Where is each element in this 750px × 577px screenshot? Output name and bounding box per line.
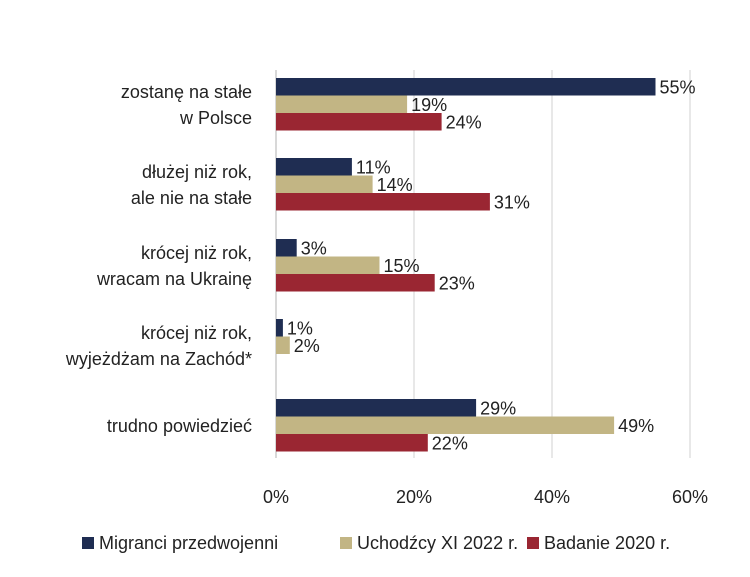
bar — [276, 434, 428, 452]
bar — [276, 193, 490, 211]
legend-swatch — [340, 537, 352, 549]
x-tick-label: 0% — [263, 487, 289, 507]
category-label: wracam na Ukrainę — [96, 269, 252, 289]
data-label: 15% — [384, 256, 420, 276]
data-label: 3% — [301, 238, 327, 258]
legend: Migranci przedwojenni Uchodźcy XI 2022 r.… — [82, 533, 670, 553]
x-tick-label: 20% — [396, 487, 432, 507]
data-label: 23% — [439, 273, 475, 293]
bar — [276, 95, 408, 113]
data-label: 22% — [432, 433, 468, 453]
bar — [276, 158, 352, 176]
data-label: 24% — [446, 112, 482, 132]
data-label: 2% — [294, 336, 320, 356]
category-labels: zostanę na stałe w Polsce dłużej niż rok, a… — [65, 82, 252, 436]
data-label: 11% — [356, 157, 391, 177]
bar — [276, 416, 615, 434]
bar — [276, 239, 297, 257]
category-label: w Polsce — [179, 108, 252, 128]
bar — [276, 399, 477, 417]
legend-entry: Badanie 2020 r. — [527, 533, 670, 553]
bar — [276, 274, 435, 292]
category-label: dłużej niż rok, — [142, 162, 252, 182]
data-label: 19% — [411, 95, 447, 115]
legend-entry: Uchodźcy XI 2022 r. — [340, 533, 518, 553]
data-label: 55% — [660, 77, 696, 97]
category-label: krócej niż rok, — [141, 243, 252, 263]
bar — [276, 175, 373, 193]
bar — [276, 336, 290, 354]
category-label: krócej niż rok, — [141, 323, 252, 343]
data-label: 49% — [618, 416, 654, 436]
bar — [276, 256, 380, 274]
x-axis-ticks: 0% 20% 40% 60% — [263, 487, 708, 507]
bar — [276, 319, 283, 337]
category-label: ale nie na stałe — [131, 188, 252, 208]
data-label: 14% — [377, 175, 413, 195]
data-labels: 55% 11% 3% 1% 29% 19% 14% 15% 2% 49% 24% 31% 23% 22% — [287, 77, 696, 453]
category-label: trudno powiedzieć — [107, 416, 252, 436]
x-tick-label: 60% — [672, 487, 708, 507]
legend-label: Migranci przedwojenni — [99, 533, 278, 553]
bar — [276, 78, 656, 96]
data-label: 1% — [287, 318, 313, 338]
legend-swatch — [527, 537, 539, 549]
legend-entry: Migranci przedwojenni — [82, 533, 278, 553]
x-tick-label: 40% — [534, 487, 570, 507]
category-label: zostanę na stałe — [121, 82, 252, 102]
legend-label: Uchodźcy XI 2022 r. — [357, 533, 518, 553]
legend-swatch — [82, 537, 94, 549]
legend-label: Badanie 2020 r. — [544, 533, 670, 553]
data-label: 29% — [480, 398, 516, 418]
category-label: wyjeżdżam na Zachód* — [65, 349, 252, 369]
bars — [276, 78, 656, 452]
bar — [276, 113, 442, 131]
data-label: 31% — [494, 192, 530, 212]
